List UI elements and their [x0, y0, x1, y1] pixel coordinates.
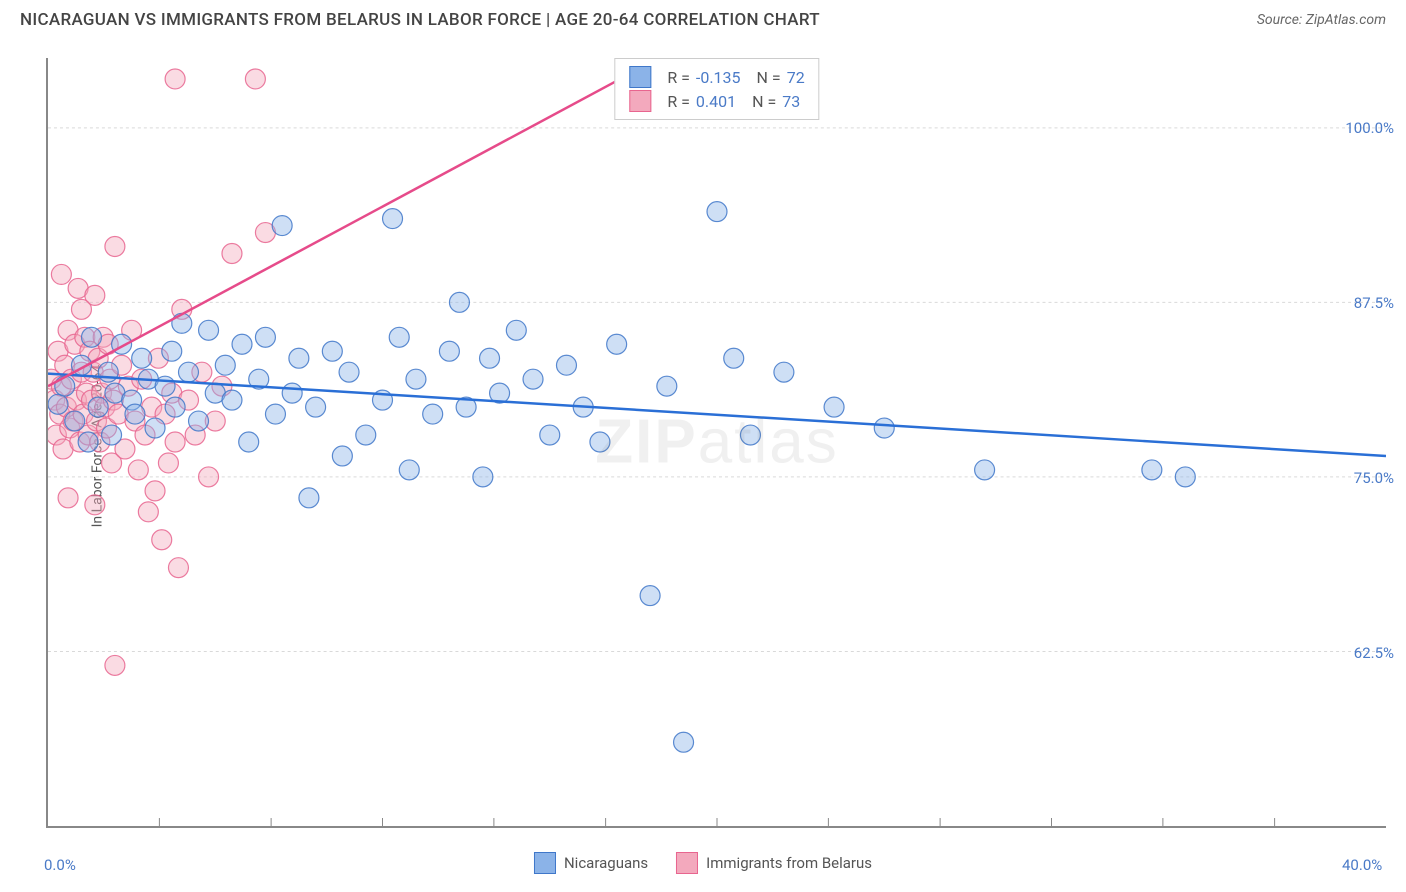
legend-n-series1: N = 72	[757, 68, 805, 87]
legend-r-series2: R = 0.401	[667, 92, 736, 111]
chart-source: Source: ZipAtlas.com	[1257, 12, 1386, 28]
legend-n-series2: N = 73	[752, 92, 800, 111]
chart-title: NICARAGUAN VS IMMIGRANTS FROM BELARUS IN…	[20, 10, 820, 30]
x-tick-label: 0.0%	[44, 856, 76, 874]
y-tick-label: 87.5%	[1354, 294, 1394, 312]
chart-plot-area: ZIPatlas R = -0.135 N = 72 R = 0.401 N =…	[46, 58, 1386, 828]
legend-swatch-series2-bottom	[676, 852, 698, 874]
x-tick-label: 40.0%	[1342, 856, 1382, 874]
source-label: Source:	[1257, 12, 1306, 28]
series-legend: Nicaraguans Immigrants from Belarus	[534, 852, 872, 874]
legend-row: R = -0.135 N = 72	[629, 65, 804, 89]
source-name: ZipAtlas.com	[1306, 12, 1386, 28]
y-tick-label: 100.0%	[1345, 119, 1394, 137]
legend-row: R = 0.401 N = 73	[629, 89, 804, 113]
legend-swatch-series1	[629, 66, 651, 88]
chart-svg	[48, 58, 1386, 826]
legend-swatch-series2	[629, 90, 651, 112]
y-tick-label: 62.5%	[1354, 644, 1394, 662]
chart-header: NICARAGUAN VS IMMIGRANTS FROM BELARUS IN…	[0, 0, 1406, 38]
legend-item-series2: Immigrants from Belarus	[676, 852, 872, 874]
correlation-legend: R = -0.135 N = 72 R = 0.401 N = 73	[614, 58, 819, 120]
legend-swatch-series1-bottom	[534, 852, 556, 874]
legend-label-series2: Immigrants from Belarus	[706, 854, 872, 872]
legend-item-series1: Nicaraguans	[534, 852, 648, 874]
y-tick-label: 75.0%	[1354, 469, 1394, 487]
legend-r-series1: R = -0.135	[667, 68, 740, 87]
legend-label-series1: Nicaraguans	[564, 854, 648, 872]
